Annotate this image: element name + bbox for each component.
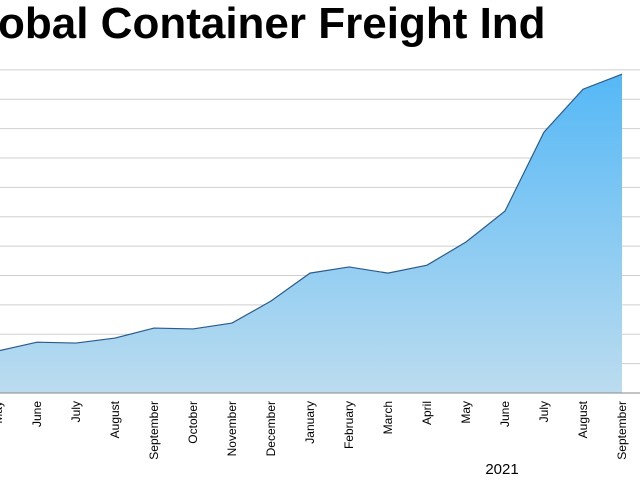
x-tick-label: January [303, 401, 317, 444]
x-tick-label: March [381, 401, 395, 434]
plot: May June July August September October Novembe… [0, 73, 640, 460]
x-tick-label: June [30, 401, 44, 427]
x-tick-label: July [69, 401, 83, 422]
x-tick-label: August [108, 400, 122, 438]
x-tick-label: June [498, 401, 512, 427]
x-tick-label: September [147, 401, 161, 460]
x-tick-label: December [264, 401, 278, 456]
x-tick-label: February [342, 401, 356, 449]
x-tick-label: May [0, 401, 5, 424]
x-tick-label: July [537, 401, 551, 422]
area-fill [0, 74, 622, 393]
x-tick-label: October [186, 401, 200, 444]
x-tick-label: August [576, 400, 590, 438]
x-tick-label: November [225, 401, 239, 456]
chart-title: obal Container Freight Ind [0, 0, 546, 48]
x-tick-label: September [615, 401, 629, 460]
year-label: 2021 [485, 461, 518, 478]
x-tick-label: May [459, 401, 473, 424]
area-line [0, 73, 623, 352]
x-tick-label: April [420, 401, 434, 425]
